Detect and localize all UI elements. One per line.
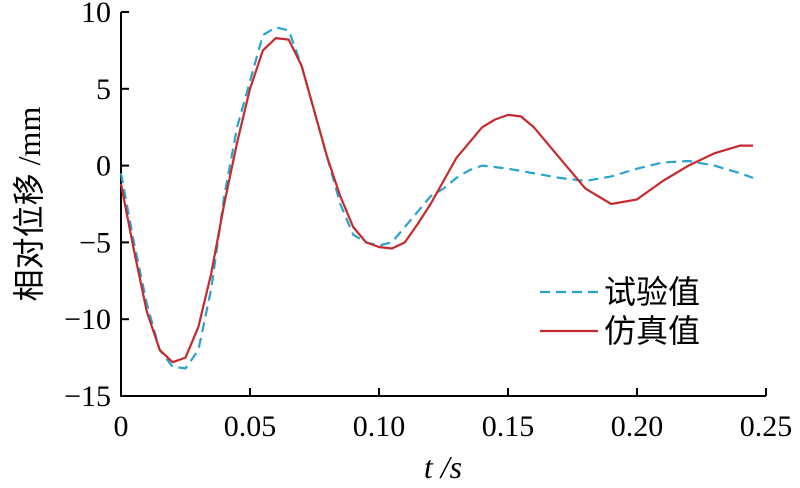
x-axis-title: t /s: [424, 449, 462, 485]
x-tick-label: 0.15: [482, 410, 535, 443]
legend-label: 试验值: [604, 273, 700, 311]
series-line-2: [119, 36, 754, 364]
x-tick-label: 0.10: [353, 410, 406, 443]
y-tick-label: −5: [79, 226, 111, 259]
legend-label: 仿真值: [604, 312, 700, 350]
x-tick-label: 0: [114, 410, 129, 443]
y-tick-label: 0: [96, 150, 111, 183]
y-tick-label: −10: [64, 303, 111, 336]
x-tick-label: 0.05: [224, 410, 277, 443]
series-layer: [119, 26, 754, 370]
x-tick-label: 0.25: [740, 410, 793, 443]
y-tick-label: 5: [96, 73, 111, 106]
x-tick-label: 0.20: [611, 410, 664, 443]
y-tick-label: 10: [81, 0, 111, 29]
y-axis-title: 相对位移 /mm: [11, 107, 47, 302]
ticks: 0 0.05 0.10 0.15 0.20 0.25 10 5 0 −5 −10 −15: [64, 0, 792, 443]
series-line-1: [119, 26, 754, 370]
y-tick-label: −15: [64, 380, 111, 413]
